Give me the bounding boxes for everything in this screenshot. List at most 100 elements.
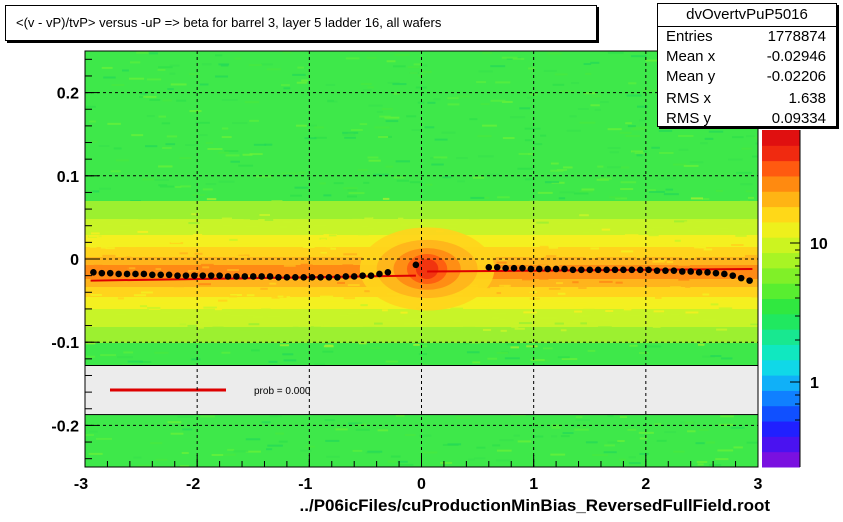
heatmap-texture xyxy=(636,105,648,108)
heatmap-texture xyxy=(327,99,335,102)
heatmap-texture xyxy=(478,300,492,303)
heatmap-texture xyxy=(293,289,306,292)
heatmap-texture xyxy=(490,65,506,68)
heatmap-texture xyxy=(367,156,379,159)
heatmap-texture xyxy=(251,300,258,303)
heatmap-texture xyxy=(716,328,728,331)
palette-swatch xyxy=(762,130,800,146)
heatmap-texture xyxy=(668,339,683,342)
heatmap-texture xyxy=(154,179,170,182)
heatmap-texture xyxy=(632,126,648,129)
heatmap-texture xyxy=(347,312,359,315)
heatmap-texture xyxy=(658,177,669,180)
heatmap-texture xyxy=(101,330,111,333)
profile-point xyxy=(292,274,299,281)
heatmap-texture xyxy=(495,292,502,295)
heatmap-texture xyxy=(477,155,494,158)
heatmap-texture xyxy=(627,125,636,128)
heatmap-texture xyxy=(378,303,385,306)
palette-swatch xyxy=(762,206,800,223)
heatmap-texture xyxy=(476,446,486,449)
heatmap-texture xyxy=(686,206,699,209)
heatmap-texture xyxy=(621,250,634,253)
heatmap-texture xyxy=(424,126,435,129)
heatmap-texture xyxy=(753,136,758,139)
profile-point xyxy=(578,266,585,274)
heatmap-texture xyxy=(748,237,758,240)
heatmap-texture xyxy=(447,97,459,100)
heatmap-texture xyxy=(205,142,214,145)
heatmap-texture xyxy=(615,281,623,284)
heatmap-texture xyxy=(291,328,301,331)
heatmap-texture xyxy=(397,201,410,204)
heatmap-texture xyxy=(265,448,273,451)
heatmap-texture xyxy=(375,204,388,207)
heatmap-texture xyxy=(706,291,715,294)
heatmap-texture xyxy=(357,168,368,171)
heatmap-texture xyxy=(395,160,411,163)
heatmap-texture xyxy=(472,361,481,364)
heatmap-texture xyxy=(565,311,574,314)
heatmap-texture xyxy=(524,334,534,337)
heatmap-texture xyxy=(333,182,344,185)
heatmap-texture xyxy=(474,457,486,460)
heatmap-texture xyxy=(746,441,758,444)
heatmap-texture xyxy=(695,220,708,223)
heatmap-texture xyxy=(567,322,576,325)
heatmap-texture xyxy=(122,69,129,72)
heatmap-texture xyxy=(306,124,317,127)
heatmap-texture xyxy=(441,131,456,134)
heatmap-texture xyxy=(587,349,596,352)
heatmap-texture xyxy=(603,292,610,295)
stat-value: 0.09334 xyxy=(771,110,826,127)
heatmap-texture xyxy=(253,269,265,272)
heatmap-texture xyxy=(139,360,152,363)
heatmap-texture xyxy=(603,451,617,454)
profile-point xyxy=(182,272,190,279)
heatmap-texture xyxy=(501,337,514,340)
heatmap-texture xyxy=(325,83,336,86)
y-tick-label: 0.2 xyxy=(57,86,79,103)
heatmap-texture xyxy=(744,251,758,254)
heatmap-texture xyxy=(93,224,99,227)
heatmap-texture xyxy=(268,332,275,335)
heatmap-texture xyxy=(329,255,343,258)
heatmap-texture xyxy=(343,297,355,300)
heatmap-texture xyxy=(363,181,370,184)
heatmap-texture xyxy=(689,161,704,164)
palette-swatch xyxy=(762,359,800,376)
heatmap-texture xyxy=(377,429,389,432)
heatmap-texture xyxy=(615,197,628,200)
heatmap-texture xyxy=(200,415,215,418)
heatmap-texture xyxy=(539,289,547,292)
heatmap-texture xyxy=(167,421,182,424)
heatmap-texture xyxy=(588,228,594,231)
stat-row-rms-y: RMS y 0.09334 xyxy=(658,110,836,130)
heatmap-texture xyxy=(672,163,686,166)
heatmap-texture xyxy=(268,239,278,242)
heatmap-texture xyxy=(115,159,129,162)
heatmap-texture xyxy=(513,204,527,207)
palette-swatch xyxy=(762,175,800,192)
heatmap-texture xyxy=(690,243,705,246)
heatmap-texture xyxy=(373,322,383,325)
heatmap-texture xyxy=(180,465,189,467)
heatmap-texture xyxy=(228,202,239,205)
heatmap-texture xyxy=(740,183,753,186)
heatmap-texture xyxy=(255,279,265,282)
heatmap-texture xyxy=(379,115,391,118)
heatmap-texture xyxy=(575,416,583,419)
heatmap-texture xyxy=(574,310,583,313)
heatmap-texture xyxy=(194,235,206,238)
heatmap-texture xyxy=(548,287,561,290)
heatmap-texture xyxy=(492,239,504,242)
heatmap-texture xyxy=(582,290,596,293)
heatmap-texture xyxy=(267,444,283,447)
heatmap-texture xyxy=(431,332,443,335)
profile-point xyxy=(350,273,358,280)
heatmap-texture xyxy=(445,211,460,214)
heatmap-texture xyxy=(705,441,716,444)
heatmap-texture xyxy=(319,306,329,309)
heatmap-texture xyxy=(345,57,360,60)
palette-swatch xyxy=(762,221,800,238)
